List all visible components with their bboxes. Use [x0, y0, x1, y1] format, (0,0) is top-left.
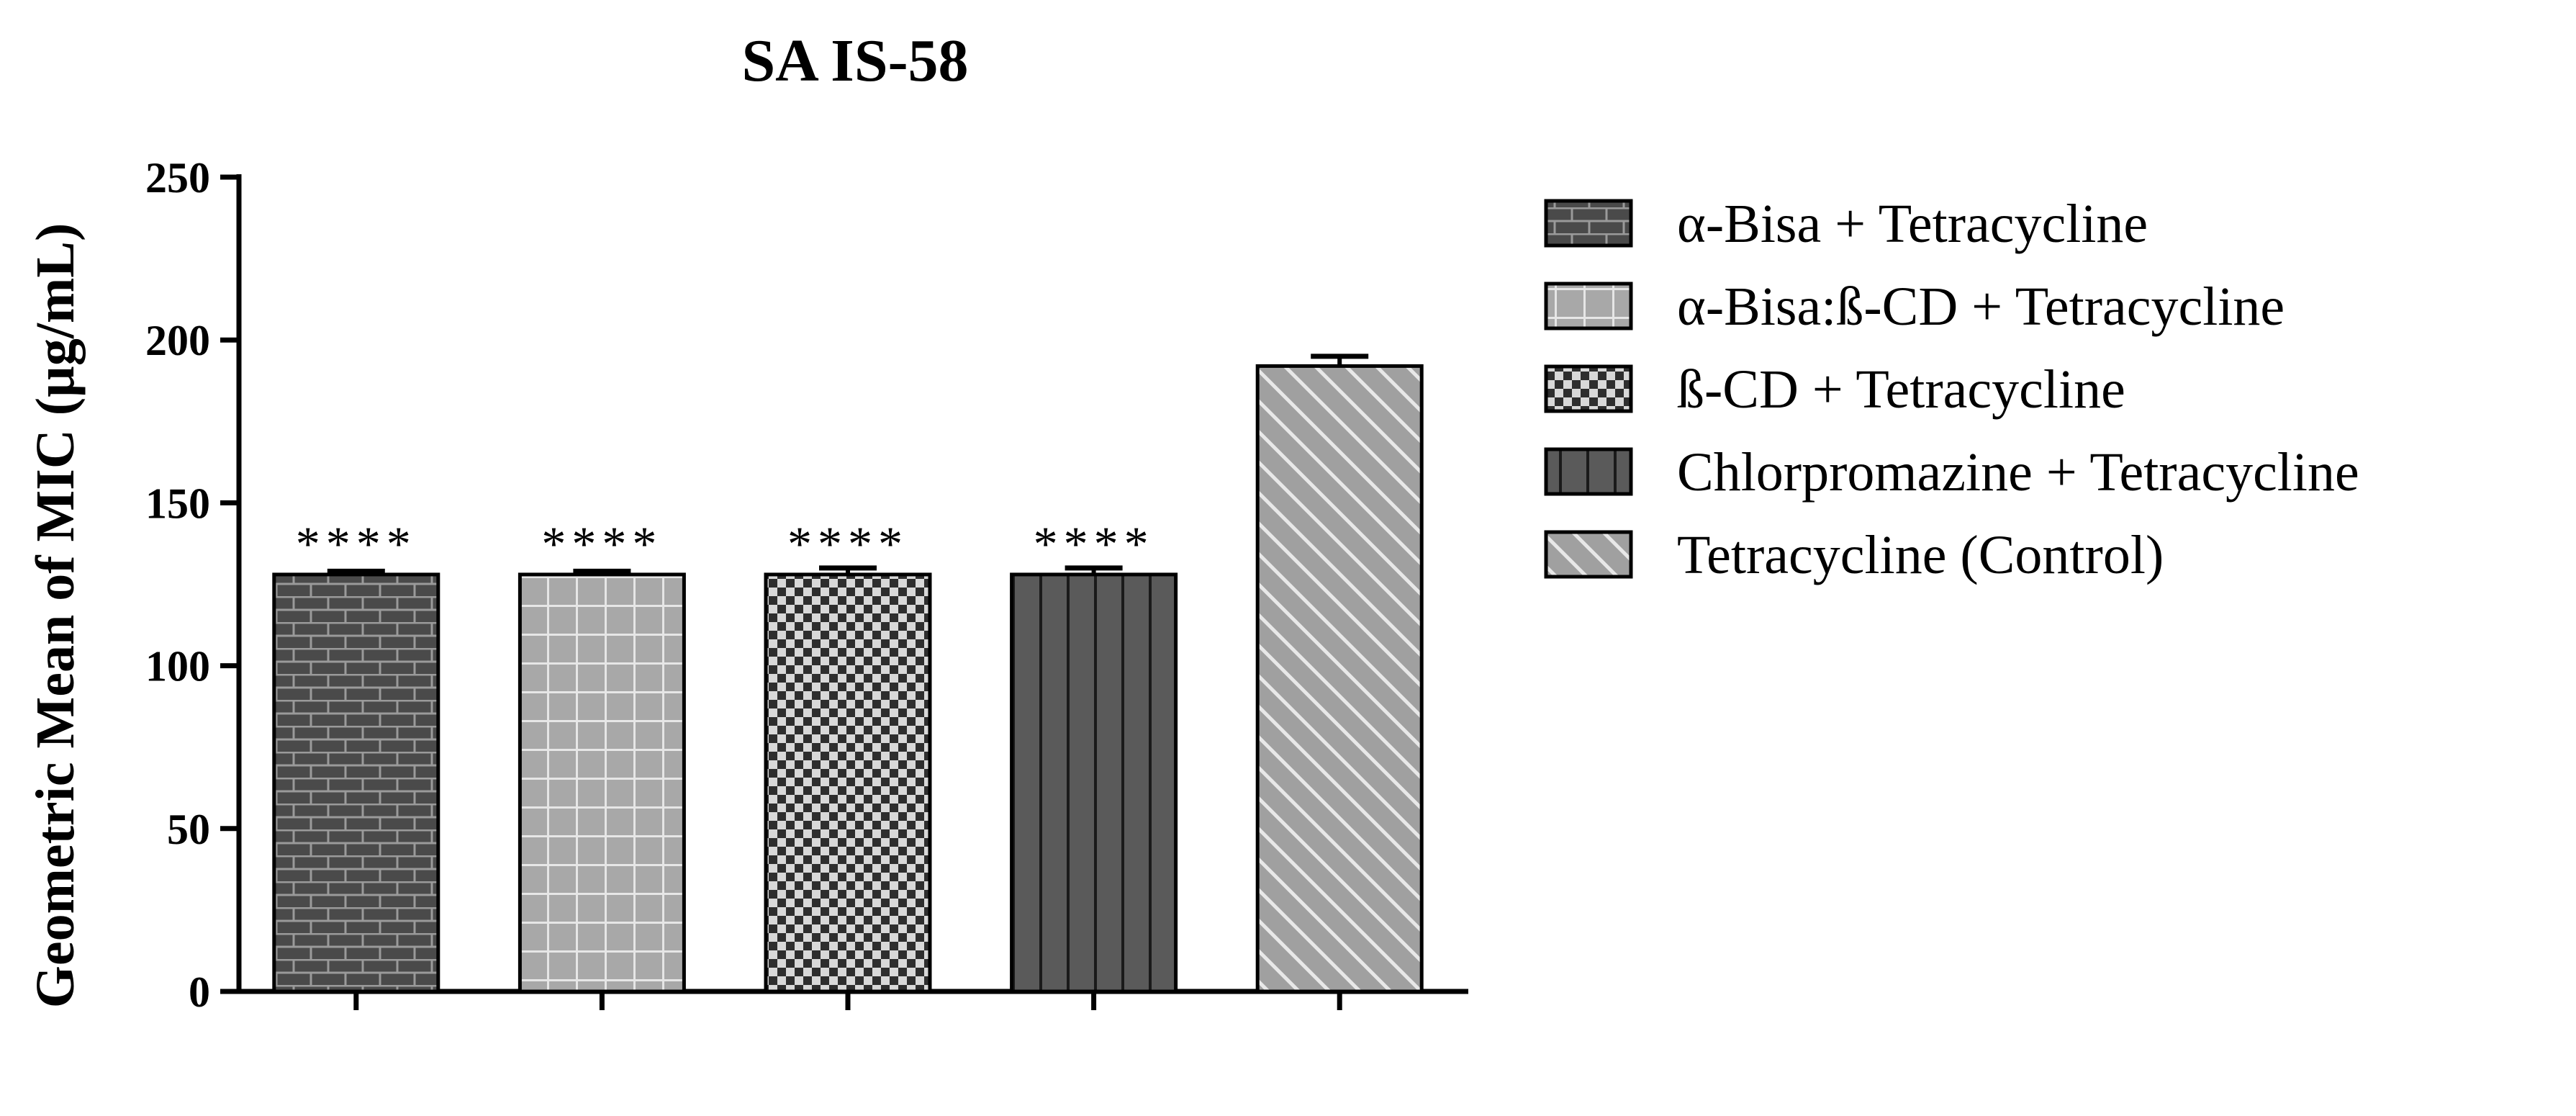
bar [764, 572, 932, 994]
y-tick-label: 100 [145, 643, 210, 690]
bar [1255, 364, 1424, 994]
legend: α-Bisa + Tetracycline α-Bisa:ß-CD + Tetra… [1544, 194, 2359, 585]
legend-label: α-Bisa:ß-CD + Tetracycline [1677, 276, 2284, 337]
bars: **** **** **** **** [272, 354, 1424, 994]
bar [518, 572, 686, 994]
significance-label: **** [787, 516, 908, 571]
significance-label: **** [541, 516, 662, 571]
legend-label: α-Bisa + Tetracycline [1677, 194, 2148, 254]
bar [1010, 572, 1178, 994]
y-tick-label: 200 [145, 317, 210, 364]
legend-swatch [1544, 447, 1633, 496]
y-tick-label: 0 [189, 968, 210, 1016]
significance-label: **** [1034, 516, 1154, 571]
legend-label: ß-CD + Tetracycline [1677, 359, 2125, 420]
legend-swatch [1544, 199, 1633, 248]
y-tick-label: 150 [145, 480, 210, 527]
legend-swatch [1544, 364, 1633, 413]
y-tick-label: 50 [167, 806, 210, 853]
y-tick-label: 250 [145, 154, 210, 202]
legend-swatch [1544, 282, 1633, 330]
legend-swatch [1544, 530, 1633, 579]
legend-label: Chlorpromazine + Tetracycline [1677, 442, 2359, 503]
legend-label: Tetracycline (Control) [1677, 525, 2164, 585]
bar [272, 572, 440, 994]
y-axis-label: Geometric Mean of MIC (µg/mL) [25, 223, 86, 1009]
axes: 0 50 100 150 200 250 [145, 154, 1468, 1016]
significance-label: **** [296, 516, 417, 571]
chart-title: SA IS-58 [741, 27, 968, 94]
